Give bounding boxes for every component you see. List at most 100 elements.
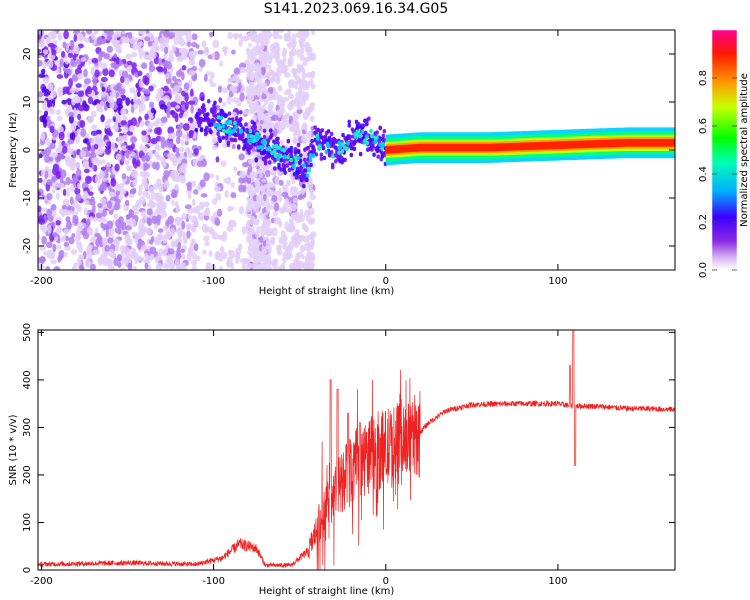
spectrogram-speckle xyxy=(51,210,57,218)
spectrogram-speckle xyxy=(132,42,137,51)
spectrogram-speckle xyxy=(87,142,91,152)
spectrogram-speckle xyxy=(175,129,183,138)
spectrogram-ridge xyxy=(239,122,243,128)
spectrogram-speckle xyxy=(259,173,263,179)
spectrogram-speckle xyxy=(278,179,284,186)
spectrogram-hotspot xyxy=(262,140,266,145)
spectrogram-speckle xyxy=(273,190,281,196)
spectrogram-speckle xyxy=(163,30,170,38)
spectrogram-speckle xyxy=(163,169,170,179)
spectrogram-speckle xyxy=(274,42,280,52)
spectrogram-speckle xyxy=(246,168,251,176)
y-tick-label: 200 xyxy=(22,465,33,484)
spectrogram-ridge xyxy=(326,129,331,134)
spectrogram-speckle xyxy=(104,244,110,252)
spectrogram-ridge xyxy=(303,157,307,163)
spectrogram-speckle xyxy=(278,236,284,245)
spectrogram-speckle xyxy=(281,62,286,69)
spectrogram-speckle xyxy=(79,120,86,128)
spectrogram-speckle xyxy=(131,62,137,69)
spectrogram-speckle xyxy=(197,145,202,151)
spectrogram-speckle xyxy=(140,210,146,218)
spectrogram-speckle xyxy=(55,147,63,153)
spectrogram-speckle xyxy=(187,40,191,48)
spectrogram-speckle xyxy=(306,201,312,208)
spectrogram-ridge xyxy=(381,133,386,139)
spectrogram-speckle xyxy=(199,179,206,188)
spectrogram-speckle xyxy=(138,184,143,193)
spectrogram-speckle xyxy=(42,61,48,69)
spectrogram-hotspot xyxy=(233,120,237,126)
spectrogram-speckle xyxy=(266,237,271,245)
spectrogram-ridge xyxy=(319,152,324,157)
spectrogram-speckle xyxy=(277,126,283,135)
spectrogram-ridge xyxy=(276,136,280,141)
spectrogram-speckle xyxy=(147,40,153,47)
spectrogram-speckle xyxy=(191,198,196,207)
spectrogram-speckle xyxy=(255,242,260,250)
spectrogram-speckle xyxy=(75,59,82,65)
spectrogram-speckle xyxy=(108,30,114,36)
spectrogram-speckle xyxy=(130,169,139,178)
spectrogram-speckle xyxy=(190,104,194,114)
spectrogram-speckle xyxy=(180,139,185,146)
spectrogram-speckle xyxy=(284,221,290,231)
spectrogram-speckle xyxy=(295,67,302,75)
spectrogram-speckle xyxy=(215,156,220,163)
spectrogram-speckle xyxy=(87,191,94,196)
spectrogram-ridge xyxy=(279,158,283,163)
spectrogram-speckle xyxy=(233,166,238,172)
spectrogram-ridge xyxy=(321,145,326,150)
spectrogram-speckle xyxy=(238,82,242,90)
spectrogram-speckle xyxy=(66,220,72,230)
spectrogram-speckle xyxy=(284,71,291,78)
spectrogram-ridge xyxy=(267,160,272,165)
spectrogram-speckle xyxy=(272,32,280,40)
spectrogram-speckle xyxy=(211,144,218,150)
spectrogram-speckle xyxy=(276,59,283,68)
spectrogram-speckle xyxy=(77,104,85,112)
spectrogram-speckle xyxy=(116,98,123,107)
spectrogram-speckle xyxy=(173,183,180,191)
spectrogram-speckle xyxy=(271,195,278,202)
spectrogram-speckle xyxy=(212,39,220,49)
spectrogram-speckle xyxy=(300,46,305,55)
spectrogram-speckle xyxy=(270,50,276,59)
spectrogram-speckle xyxy=(93,30,99,35)
spectrogram-speckle xyxy=(268,77,276,83)
spectrogram-speckle xyxy=(186,181,193,188)
spectrogram-speckle xyxy=(203,73,208,83)
spectrogram-speckle xyxy=(292,68,297,75)
spectrogram-speckle xyxy=(251,237,258,245)
spectrogram-ridge xyxy=(239,110,243,115)
spectrogram-ridge xyxy=(224,113,229,118)
spectrogram-speckle xyxy=(255,184,262,193)
spectrogram-speckle xyxy=(239,258,247,263)
spectrogram-speckle xyxy=(177,241,182,250)
colorbar-tick-label: 0.8 xyxy=(698,70,709,86)
spectrogram-speckle xyxy=(139,256,145,262)
spectrogram-speckle xyxy=(262,31,268,39)
spectrogram-speckle xyxy=(72,150,77,159)
spectrogram-speckle xyxy=(176,229,183,238)
y-tick-label: 10 xyxy=(22,96,33,109)
spectrogram-speckle xyxy=(254,262,259,269)
spectrogram-speckle xyxy=(156,117,161,124)
spectrogram-speckle xyxy=(300,43,305,48)
spectrogram-speckle xyxy=(260,119,264,125)
spectrogram-speckle xyxy=(82,138,88,144)
spectrogram-speckle xyxy=(209,71,215,79)
spectrogram-speckle xyxy=(282,251,287,260)
spectrogram-ridge xyxy=(296,142,301,148)
spectrogram-speckle xyxy=(76,258,82,266)
spectrogram-speckle xyxy=(103,257,111,267)
y-tick-label: 300 xyxy=(22,418,33,437)
spectrogram-speckle xyxy=(245,85,253,91)
spectrogram-speckle xyxy=(167,133,172,140)
spectrogram-ridge xyxy=(247,150,251,155)
spectrogram-speckle xyxy=(118,182,125,189)
spectrogram-speckle xyxy=(253,114,257,121)
spectrogram-ridge xyxy=(226,140,231,146)
spectrogram-speckle xyxy=(93,143,99,150)
